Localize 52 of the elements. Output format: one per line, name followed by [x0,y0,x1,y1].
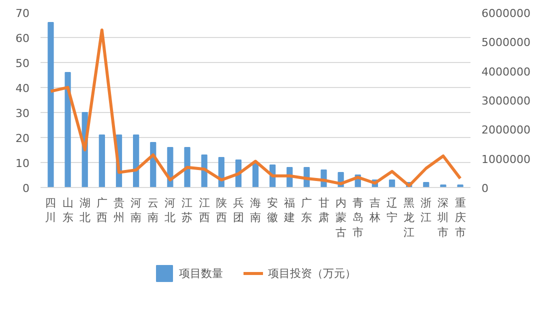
y-tick-label: 50 [16,57,30,70]
y-tick-label: 30 [16,107,30,120]
bar [440,184,446,188]
y-tick-label: 10 [16,157,30,170]
x-tick-label: 深圳市 [436,196,449,240]
y-tick-label: 60 [16,32,30,45]
x-tick-label: 云南 [148,196,159,224]
x-tick-label: 内蒙古 [335,196,346,240]
y2-tick-label: 6000000 [482,7,530,20]
line-series [49,28,462,188]
bar [98,134,105,188]
y2-tick-label: 0 [482,182,488,195]
x-tick-label: 重庆市 [454,196,466,240]
bar [48,22,54,188]
legend-label: 项目数量 [179,266,223,280]
bar [132,134,140,188]
y2-tick-label: 2000000 [482,124,530,137]
x-tick-label: 陕西 [216,196,227,224]
x-tick-label: 安徽 [267,196,278,224]
y2-tick-label: 3000000 [482,94,530,108]
x-tick-label: 湖北 [79,196,90,224]
y2-tick-label: 4000000 [482,65,530,78]
x-tick-label: 广西 [96,196,108,224]
bar [64,72,71,188]
x-tick-label: 青岛市 [352,196,364,240]
x-tick-label: 河北 [164,196,176,224]
bar [457,184,464,188]
y-tick-label: 0 [22,182,30,195]
bar [184,147,190,188]
bar [388,180,396,188]
x-tick-label: 河南 [130,196,142,224]
x-tick-label: 四川 [45,196,56,224]
x-tick-label: 福建 [283,196,296,224]
legend-label: 项目投资（万元） [268,266,356,280]
y-tick-label: 70 [16,7,30,20]
x-tick-label: 黑龙江 [404,196,415,240]
x-tick-label: 江苏 [182,196,193,224]
x-tick-label: 海南 [250,196,261,224]
x-tick-label: 江西 [198,196,210,224]
x-tick-label: 甘肃 [318,196,330,224]
x-tick-label: 兵团 [232,196,244,224]
y-tick-label: 20 [16,132,30,145]
x-tick-label: 广东 [301,196,312,224]
y2-tick-label: 5000000 [482,36,530,50]
x-tick-label: 浙江 [420,196,432,224]
x-tick-label: 辽宁 [386,196,398,224]
y2-tick-label: 1000000 [482,152,530,166]
x-tick-label: 山东 [62,196,74,224]
y-tick-label: 40 [16,82,30,95]
x-tick-label: 贵州 [113,196,124,224]
x-tick-label: 吉林 [368,196,380,224]
bar [423,182,430,188]
